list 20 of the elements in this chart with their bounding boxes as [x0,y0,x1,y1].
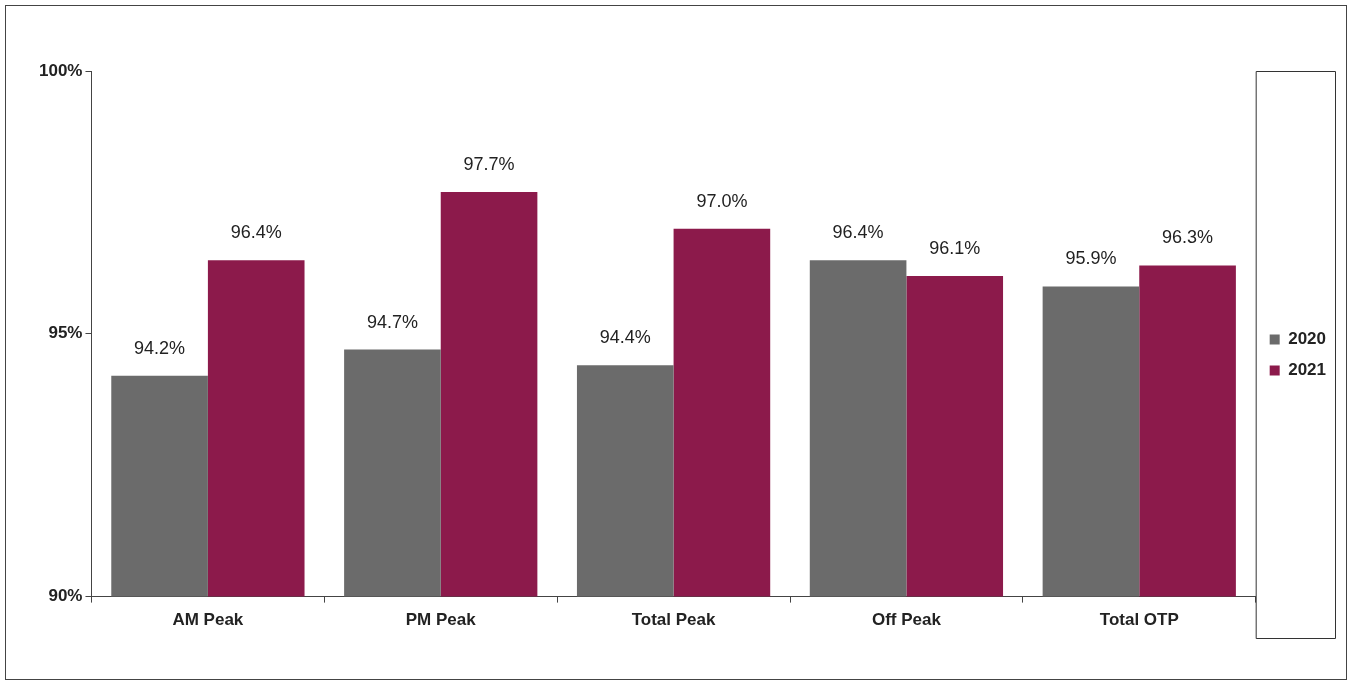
x-tick-label: AM Peak [172,610,244,630]
legend-label: 2020 [1288,329,1327,349]
x-tick-label: PM Peak [405,610,477,630]
data-label: 95.9% [1065,248,1117,269]
data-label: 96.4% [832,222,884,243]
data-label: 96.3% [1162,227,1214,248]
legend-label: 2021 [1288,360,1327,380]
data-label: 96.4% [230,222,282,243]
data-label: 97.7% [463,153,515,174]
y-tick-label: 95% [48,323,83,343]
y-tick-label: 90% [48,586,83,606]
x-tick-label: Off Peak [871,610,942,630]
data-label: 94.2% [134,337,186,358]
data-label: 94.7% [366,311,418,332]
y-tick-label: 100% [39,60,83,80]
data-label: 94.4% [599,327,651,348]
data-label: 97.0% [696,190,748,211]
x-tick-label: Total Peak [631,610,717,630]
data-label: 96.1% [929,237,981,258]
x-tick-label: Total OTP [1099,610,1179,630]
